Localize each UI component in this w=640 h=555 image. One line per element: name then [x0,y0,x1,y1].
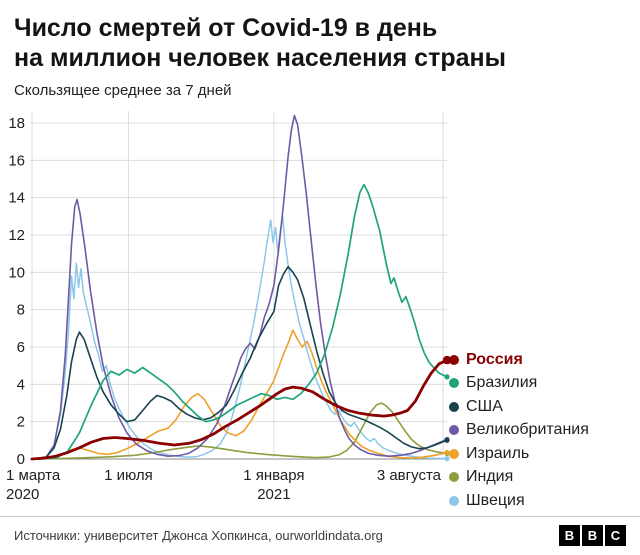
series-end-dot-brazil [444,374,450,380]
bbc-logo-block-3: C [605,525,626,546]
series-line-india [31,402,448,460]
legend-label-uk: Великобритания [466,421,589,439]
y-tick-label: 6 [17,339,25,356]
x-tick-label: 1 июля [104,467,153,484]
legend-item-usa: США [449,395,589,419]
y-tick-label: 18 [8,115,25,132]
bbc-logo-block-2: B [582,525,603,546]
legend-item-russia: Россия [449,348,589,372]
legend-dot-russia [449,354,459,365]
title-line-2: на миллион человек населения страны [14,44,506,72]
legend-item-india: Индия [449,466,589,490]
x-tick-label: 1 января [243,467,304,484]
legend-label-usa: США [466,397,503,415]
y-tick-label: 8 [17,302,25,319]
series-line-uk [31,114,448,460]
page-footer: Источники: университет Джонса Хопкинса, … [0,516,640,546]
x-tick-label: 2021 [257,486,290,503]
series-line-sweden [31,215,448,460]
page-title: Число смертей от Covid-19 в день на милл… [14,13,626,73]
y-tick-label: 2 [17,414,25,431]
y-tick-label: 10 [8,264,25,281]
series-end-dot-israel [444,449,450,456]
series-line-israel [31,329,448,460]
legend-dot-israel [449,448,459,459]
y-tick-label: 0 [17,451,25,468]
legend-dot-india [449,472,459,483]
legend-dot-uk [449,425,459,436]
y-tick-label: 16 [8,152,25,169]
legend-dot-sweden [449,495,459,506]
legend-dot-usa [449,401,459,412]
series-line-russia [30,358,449,461]
legend-item-brazil: Бразилия [449,372,589,396]
chart-area: 0 2 4 6 8 10 12 14 16 18 1 марта 2020 1 июля 1 января… [0,101,640,513]
legend-label-israel: Израиль [466,444,530,462]
y-tick-label: 12 [8,227,25,244]
line-chart: 0 2 4 6 8 10 12 14 16 18 1 марта 2020 1 июля 1 января… [6,111,452,503]
chart-legend: Россия Бразилия США Великобритания Израиль Ин… [449,348,589,513]
chart-subtitle: Скользящее среднее за 7 дней [14,82,232,99]
legend-label-india: Индия [466,468,514,486]
chart-header: Число смертей от Covid-19 в день на милл… [0,0,640,99]
legend-label-russia: Россия [466,350,523,368]
series-end-dot-usa [444,437,450,443]
y-tick-label: 4 [17,376,25,393]
series-line-usa [31,265,448,460]
y-tick-label: 14 [8,190,25,207]
title-line-1: Число смертей от Covid-19 в день [14,14,438,42]
legend-label-sweden: Швеция [466,491,525,509]
bbc-logo-block-1: B [559,525,580,546]
x-tick-label: 3 августа [377,467,442,484]
legend-label-brazil: Бразилия [466,374,538,392]
source-text: Источники: университет Джонса Хопкинса, … [14,528,383,543]
legend-item-israel: Израиль [449,442,589,466]
legend-item-sweden: Швеция [449,489,589,513]
x-tick-label: 1 марта [6,467,61,484]
series-line-brazil [31,183,448,460]
series-end-dot-sweden [444,456,450,462]
legend-dot-brazil [449,378,459,389]
x-tick-label: 2020 [6,486,39,503]
legend-item-uk: Великобритания [449,419,589,443]
